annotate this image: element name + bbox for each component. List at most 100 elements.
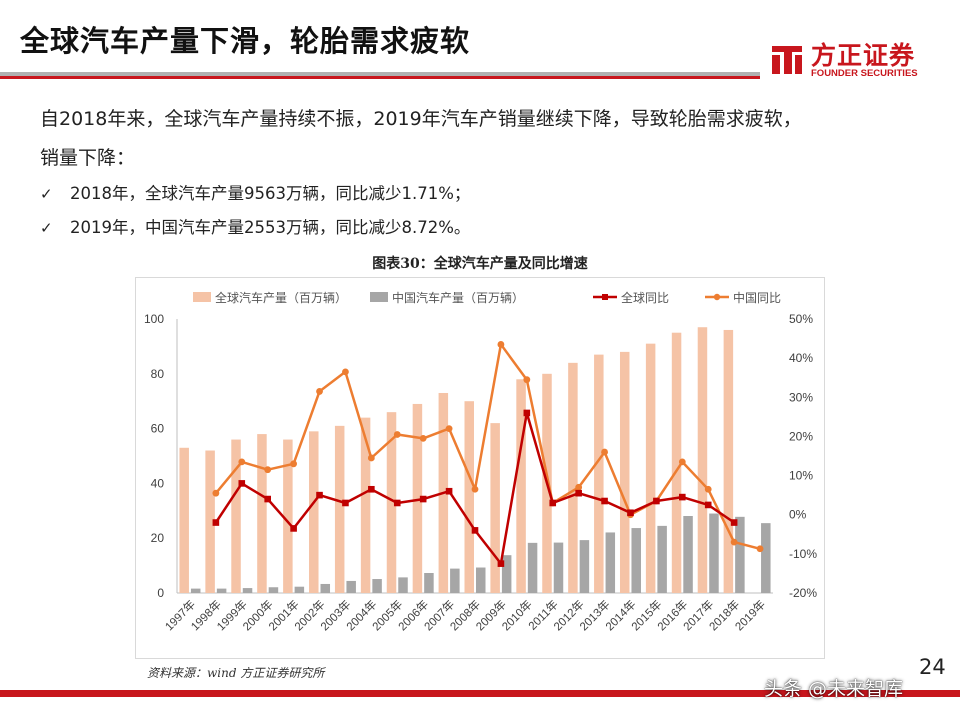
bar-global-production — [283, 439, 293, 593]
bar-global-production — [723, 329, 734, 593]
intro-line-1: 自2018年来，全球汽车产量持续不振，2019年汽车产销量继续下降，导致轮胎需求… — [40, 108, 802, 130]
china-yoy-line — [214, 343, 761, 551]
bullet-item: ✓ 2019年，中国汽车产量2553万辆，同比减少8.72%。 — [40, 214, 470, 238]
china-yoy-point — [445, 425, 453, 432]
logo-english-name: FOUNDER SECURITIES — [811, 68, 918, 79]
global-yoy-point — [445, 487, 453, 495]
legend-marker-china-yoy — [713, 293, 721, 301]
bar-china-production — [657, 525, 667, 593]
global-yoy-point — [419, 495, 427, 503]
company-logo: 方正证券 FOUNDER SECURITIES — [768, 36, 938, 82]
global-yoy-point — [575, 489, 582, 497]
intro-line-2: 销量下降： — [40, 147, 136, 169]
footer-bar — [0, 690, 960, 697]
global-yoy-point — [212, 519, 220, 526]
bar-china-production — [683, 516, 693, 593]
china-yoy-point — [575, 483, 583, 491]
china-yoy-point — [756, 545, 764, 553]
global-yoy-point — [730, 519, 738, 526]
logo-chinese-name: 方正证券 — [811, 41, 916, 70]
chart-title: 图表30：全球汽车产量及同比增速 — [372, 256, 588, 272]
global-yoy-point — [471, 527, 479, 534]
bar-global-production — [334, 425, 345, 593]
bar-global-production — [257, 434, 267, 593]
right-axis-tick-label: -10% — [789, 547, 817, 561]
china-yoy-point — [704, 485, 712, 493]
china-yoy-point — [471, 485, 479, 493]
page-number: 24 — [919, 655, 946, 679]
right-axis-tick-label: 20% — [789, 429, 813, 443]
legend-marker-global-yoy — [602, 294, 608, 300]
china-yoy-point — [238, 458, 246, 466]
china-yoy-point — [497, 341, 505, 348]
bar-china-production — [527, 542, 538, 593]
legend-label: 中国同比 — [733, 290, 781, 305]
bar-china-production — [579, 540, 590, 593]
bar-china-production — [553, 542, 564, 593]
bar-china-production — [242, 588, 253, 593]
global-yoy-point — [342, 499, 349, 507]
bar-china-production — [190, 588, 201, 593]
china-yoy-point — [419, 434, 427, 442]
china-yoy-point — [342, 368, 349, 376]
left-axis-tick-label: 80 — [151, 367, 165, 381]
bar-global-production — [619, 351, 630, 593]
checkmark-icon: ✓ — [40, 185, 53, 203]
bullet-text: 2019年，中国汽车产量2553万辆，同比减少8.72%。 — [70, 218, 471, 237]
bar-china-production — [424, 572, 434, 593]
bullet-text: 2018年，全球汽车产量9563万辆，同比减少1.71%； — [70, 184, 471, 203]
right-axis-tick-label: 0% — [789, 508, 807, 522]
source-note: 资料来源：wind 方正证券研究所 — [147, 666, 325, 680]
legend-swatch-china-production — [370, 292, 388, 302]
global-yoy-point — [523, 409, 531, 417]
bar-china-production — [761, 523, 771, 593]
bar-global-production — [464, 401, 474, 593]
bullet-item: ✓ 2018年，全球汽车产量9563万辆，同比减少1.71%； — [40, 180, 470, 204]
bar-china-production — [631, 528, 641, 593]
china-yoy-point — [730, 538, 738, 546]
legend-swatch-global-production — [193, 292, 211, 302]
bar-china-production — [268, 587, 279, 593]
global-yoy-point — [704, 501, 712, 509]
left-axis-tick-label: 20 — [151, 531, 165, 545]
bar-china-production — [501, 555, 512, 593]
title-divider-gray — [0, 72, 760, 76]
bar-global-production — [490, 423, 500, 593]
left-axis-tick-label: 0 — [157, 586, 164, 600]
china-yoy-point — [264, 466, 272, 474]
bar-global-production — [645, 343, 656, 593]
bar-china-production — [372, 579, 382, 593]
global-yoy-point — [316, 491, 323, 499]
china-yoy-point — [678, 458, 686, 466]
left-axis-tick-label: 60 — [151, 422, 165, 436]
bar-global-production — [697, 327, 708, 593]
global-yoy-point — [679, 493, 686, 501]
checkmark-icon: ✓ — [40, 219, 53, 237]
bar-china-production — [476, 567, 486, 593]
bar-global-production — [594, 354, 604, 593]
legend-label: 中国汽车产量（百万辆） — [392, 290, 524, 305]
founder-logo-icon — [772, 46, 802, 74]
global-yoy-point — [549, 499, 557, 507]
bar-global-production — [412, 403, 423, 593]
right-axis-tick-label: 50% — [789, 312, 813, 326]
bar-global-production — [568, 362, 578, 593]
bar-china-production — [605, 532, 616, 593]
global-yoy-point — [627, 509, 634, 517]
china-yoy-point — [367, 454, 375, 462]
bar-global-production — [360, 417, 371, 593]
bar-global-production — [386, 412, 397, 593]
global-yoy-point — [238, 480, 246, 487]
bar-china-production — [320, 583, 331, 593]
china-yoy-point — [601, 448, 608, 456]
global-yoy-point — [368, 485, 375, 493]
intro-paragraph: 自2018年来，全球汽车产量持续不振，2019年汽车产销量继续下降，导致轮胎需求… — [40, 100, 920, 178]
bar-global-production — [231, 439, 241, 593]
global-yoy-point — [601, 497, 608, 505]
global-yoy-point — [393, 499, 401, 507]
china-yoy-point — [316, 388, 323, 395]
right-axis-tick-label: -20% — [789, 586, 817, 600]
global-yoy-point — [264, 495, 271, 503]
global-yoy-point — [653, 497, 660, 505]
bar-china-production — [735, 516, 745, 593]
